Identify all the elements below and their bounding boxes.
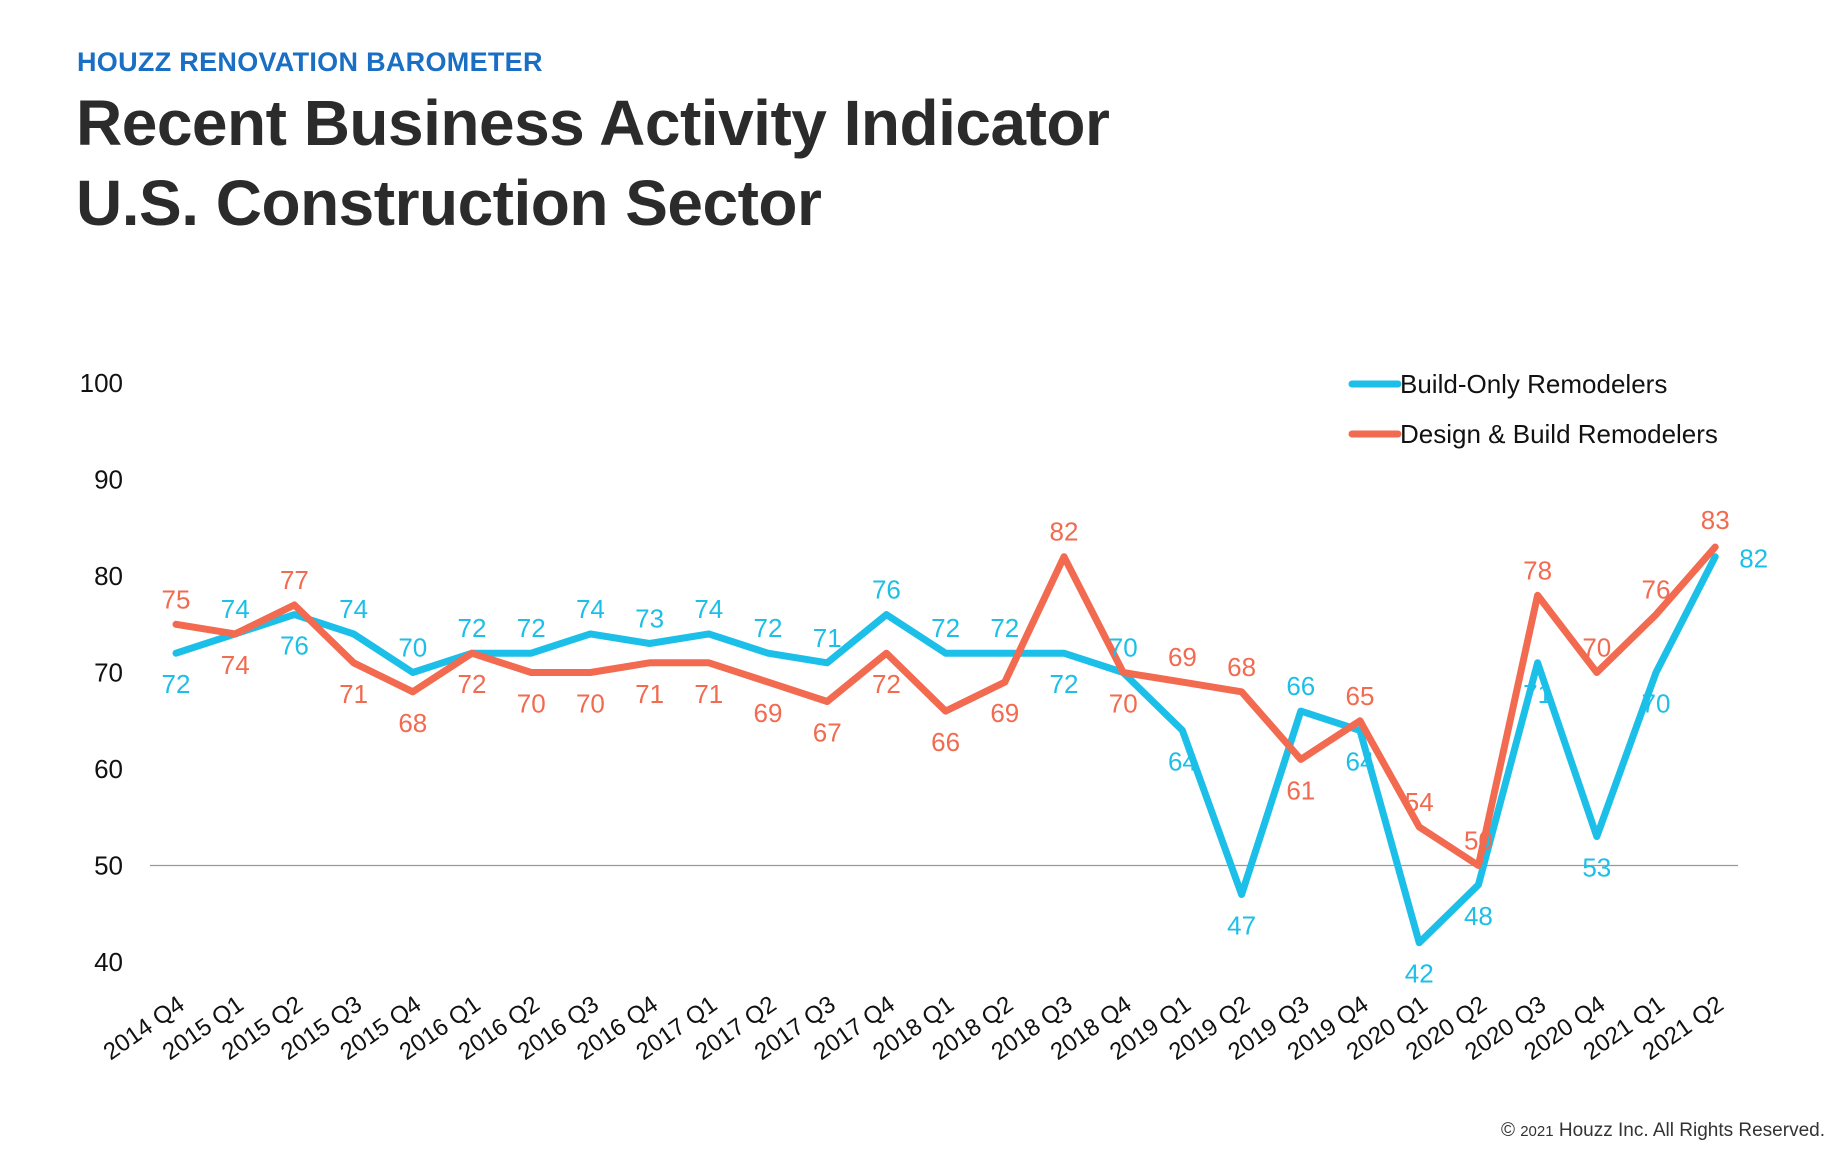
data-label-design-build: 69 xyxy=(754,698,783,728)
data-label-build-only: 73 xyxy=(635,604,664,634)
data-label-build-only: 74 xyxy=(221,594,250,624)
data-label-build-only: 76 xyxy=(872,575,901,605)
data-label-build-only: 42 xyxy=(1405,959,1434,989)
data-label-design-build: 82 xyxy=(1050,517,1079,547)
data-label-design-build: 69 xyxy=(1168,642,1197,672)
y-tick-label: 50 xyxy=(94,851,123,881)
data-label-build-only: 72 xyxy=(1050,669,1079,699)
data-label-build-only: 70 xyxy=(398,633,427,663)
data-label-design-build: 71 xyxy=(339,679,368,709)
y-tick-label: 40 xyxy=(94,947,123,977)
data-label-build-only: 64 xyxy=(1168,746,1197,776)
series-line-build-only xyxy=(172,553,1719,947)
data-label-build-only: 47 xyxy=(1227,910,1256,940)
data-label-design-build: 70 xyxy=(576,689,605,719)
copyright-notice: © 2021 Houzz Inc. All Rights Reserved. xyxy=(1501,1120,1825,1142)
data-label-design-build: 68 xyxy=(398,708,427,738)
data-label-build-only: 71 xyxy=(813,623,842,653)
data-label-design-build: 65 xyxy=(1346,681,1375,711)
data-label-build-only: 72 xyxy=(931,613,960,643)
data-label-build-only: 74 xyxy=(339,594,368,624)
data-label-build-only: 72 xyxy=(458,613,487,643)
data-label-build-only: 74 xyxy=(576,594,605,624)
data-label-design-build: 50 xyxy=(1464,826,1493,856)
data-label-build-only: 72 xyxy=(990,613,1019,643)
data-label-design-build: 61 xyxy=(1286,775,1315,805)
data-label-build-only: 72 xyxy=(517,613,546,643)
data-label-build-only: 66 xyxy=(1286,671,1315,701)
data-label-build-only: 71 xyxy=(1523,679,1552,709)
chart-title-line-2: U.S. Construction Sector xyxy=(76,167,822,239)
data-label-design-build: 78 xyxy=(1523,555,1552,585)
data-label-design-build: 76 xyxy=(1642,575,1671,605)
data-label-build-only: 48 xyxy=(1464,901,1493,931)
data-label-design-build: 70 xyxy=(1582,633,1611,663)
data-label-design-build: 77 xyxy=(280,565,309,595)
data-label-build-only: 64 xyxy=(1346,746,1375,776)
legend-label-design-build: Design & Build Remodelers xyxy=(1400,419,1718,449)
data-label-build-only: 70 xyxy=(1109,633,1138,663)
data-label-build-only: 53 xyxy=(1582,853,1611,883)
data-label-build-only: 74 xyxy=(694,594,723,624)
y-tick-label: 90 xyxy=(94,465,123,495)
chart-kicker: HOUZZ RENOVATION BAROMETER xyxy=(77,47,543,77)
data-label-design-build: 74 xyxy=(221,650,250,680)
data-label-design-build: 83 xyxy=(1701,505,1730,535)
data-label-design-build: 75 xyxy=(162,584,191,614)
series-line-design-build xyxy=(172,543,1719,869)
data-label-design-build: 72 xyxy=(872,669,901,699)
y-tick-label: 80 xyxy=(94,561,123,591)
data-label-design-build: 54 xyxy=(1405,787,1434,817)
data-label-build-only: 72 xyxy=(162,669,191,699)
data-label-design-build: 67 xyxy=(813,717,842,747)
y-tick-label: 60 xyxy=(94,754,123,784)
data-label-build-only: 76 xyxy=(280,631,309,661)
y-tick-label: 70 xyxy=(94,658,123,688)
copyright-year: 2021 xyxy=(1520,1123,1554,1140)
data-label-design-build: 70 xyxy=(1109,689,1138,719)
chart-title-line-1: Recent Business Activity Indicator xyxy=(76,87,1110,159)
data-label-build-only: 72 xyxy=(754,613,783,643)
data-label-build-only: 82 xyxy=(1739,544,1768,574)
data-label-design-build: 68 xyxy=(1227,652,1256,682)
data-label-design-build: 70 xyxy=(517,689,546,719)
data-label-design-build: 66 xyxy=(931,727,960,757)
data-label-build-only: 70 xyxy=(1642,689,1671,719)
data-label-design-build: 71 xyxy=(694,679,723,709)
data-label-design-build: 71 xyxy=(635,679,664,709)
y-tick-label: 100 xyxy=(80,368,123,398)
data-label-design-build: 69 xyxy=(990,698,1019,728)
copyright-text: Houzz Inc. All Rights Reserved. xyxy=(1558,1120,1825,1141)
data-label-design-build: 72 xyxy=(458,669,487,699)
legend-label-build-only: Build-Only Remodelers xyxy=(1400,369,1667,399)
copyright-symbol: © xyxy=(1500,1120,1515,1141)
